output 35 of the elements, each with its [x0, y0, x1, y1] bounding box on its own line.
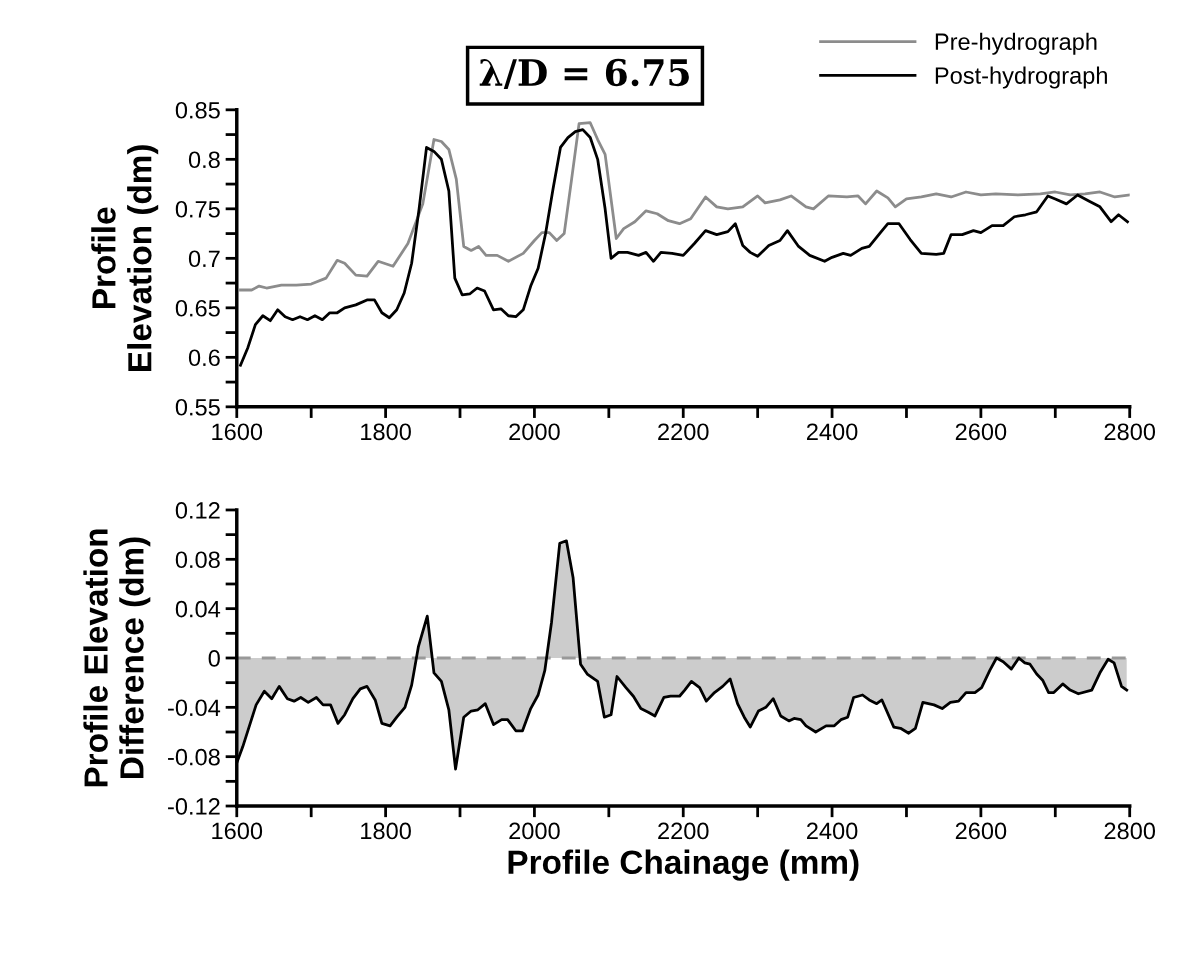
- y-axis-title: Profile Elevation (dm): [91, 145, 159, 371]
- y-tick-label: -0.08: [168, 748, 220, 766]
- y-tick-label: 0.85: [175, 101, 220, 119]
- x-tick-label: 2200: [658, 822, 709, 840]
- x-tick-label: 2800: [1104, 423, 1156, 441]
- x-tick-label: 2000: [509, 423, 560, 441]
- x-tick-label: 2600: [955, 822, 1007, 840]
- y-tick-label: 0.7: [188, 250, 220, 268]
- y-tick-label: 0.55: [175, 398, 220, 416]
- legend-label: Post-hydrograph: [935, 66, 1107, 89]
- line-series: [239, 121, 1130, 292]
- y-tick-label: 0.75: [175, 200, 220, 218]
- y-tick-label: 0.6: [188, 349, 220, 367]
- y-tick-label: 0.08: [175, 551, 220, 569]
- y-tick-label: 0.8: [188, 151, 220, 169]
- x-tick-label: 1600: [212, 822, 263, 840]
- x-tick-label: 1800: [361, 822, 411, 840]
- x-tick-label: 2800: [1104, 822, 1156, 840]
- x-tick-label: 2400: [806, 822, 858, 840]
- x-tick-label: 1800: [361, 423, 411, 441]
- x-tick-label: 2200: [658, 423, 709, 441]
- y-tick-label: 0.12: [175, 502, 220, 519]
- chart-title: λ/D = 6.75: [479, 58, 689, 89]
- x-tick-label: 2000: [509, 822, 560, 840]
- y-tick-label: 0: [208, 650, 220, 667]
- x-tick-label: 1600: [212, 423, 263, 441]
- y-tick-label: 0.04: [175, 600, 221, 618]
- legend-label: Pre-hydrograph: [935, 32, 1097, 55]
- y-axis-title: Profile Elevation Difference (dm): [83, 529, 151, 787]
- y-tick-label: -0.04: [168, 699, 221, 717]
- x-tick-label: 2600: [955, 423, 1007, 441]
- x-tick-label: 2400: [806, 423, 858, 441]
- y-tick-label: 0.65: [175, 299, 220, 317]
- x-axis-title: Profile Chainage (mm): [508, 849, 859, 881]
- y-tick-label: -0.12: [168, 798, 220, 815]
